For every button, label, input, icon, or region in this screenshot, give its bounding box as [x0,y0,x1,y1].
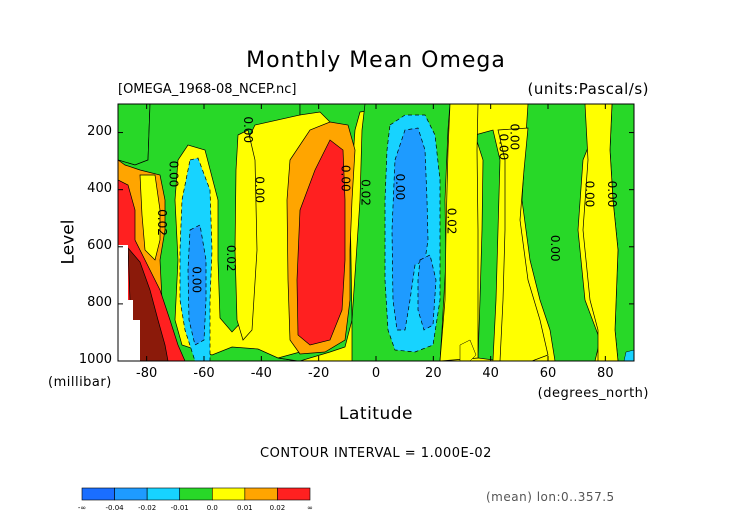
colorbar-swatch [146,487,181,501]
x-tick-label: -80 [136,366,158,381]
colorbar-swatch [179,487,213,501]
colorbar-swatch [244,487,278,501]
contour-label: 0.00 [393,173,407,200]
x-tick-label: 40 [482,366,499,381]
colorbar-label: ∞ [307,504,313,512]
y-tick-label: 200 [87,123,112,139]
x-tick-label: -40 [250,366,272,381]
contour-label: 0.02 [224,245,238,272]
dataset-filename: [OMEGA_1968-08_NCEP.nc] [118,82,297,97]
y-tick-label: 1000 [78,352,112,367]
contour-label: 0.00 [241,116,255,143]
negative-south-polar [187,224,207,346]
axis-ticks [118,104,634,362]
x-axis-label: Latitude [339,404,413,424]
weak-positive-south-polar-inner [234,129,258,341]
colorbar-label: 0.01 [237,504,253,512]
contour-label: 0.00 [339,165,353,192]
near-zero-band-north-midlat [474,129,501,361]
weak-positive-surface-patch [459,339,477,361]
near-zero-band-south-pole [118,104,151,166]
y-tick-label: 400 [87,180,112,196]
negative-tropics-lower [417,254,437,331]
chart-title: Monthly Mean Omega [246,48,506,73]
antarctic-surface-mask [118,245,140,361]
contour-label: 0.02 [155,209,169,236]
weak-positive-equator-strip [439,104,479,361]
contour-label: 0.00 [605,181,619,208]
weak-negative-north-pole-edge [623,349,634,361]
colorbar-label: -∞ [78,504,86,512]
y-axis-units: (millibar) [48,375,112,390]
weak-positive-midlat-strip [497,127,549,361]
contour-label: 0.00 [582,181,596,208]
contour-label: 0.00 [508,123,522,150]
x-tick-label: 0 [371,366,381,381]
contour-label: 0.00 [167,161,181,188]
contour-label: 0.02 [445,208,459,235]
colorbar-swatch [277,487,311,501]
weak-positive-south-polar-inner-strip [139,174,161,261]
contour-label-layer: 0.000.020.000.020.00 0.000.02 0.000.020.00… [155,116,619,293]
colorbar: -∞ -0.04 -0.02 -0.01 0.0 0.01 0.02 ∞ [78,487,313,512]
y-tick-label: 600 [87,237,112,253]
strong-positive-south-subtropics [296,139,346,346]
colorbar-label: -0.04 [106,504,125,512]
colorbar-label: 0.0 [207,504,218,512]
colorbar-label: -0.02 [138,504,156,512]
contour-field [118,104,634,361]
x-axis-units: (degrees_north) [537,386,649,401]
contour-label: 0.00 [548,235,562,262]
x-tick-label: -20 [308,366,330,381]
weak-positive-north-arctic [582,104,619,361]
colorbar-swatch [81,487,115,501]
x-tick-label: -60 [193,366,215,381]
contour-label: 0.00 [190,266,204,293]
colorbar-swatch [114,487,148,501]
contour-label: 0.00 [253,176,267,203]
contour-label: 0.00 [496,133,510,160]
x-tick-label: 20 [425,366,442,381]
colorbar-label: 0.02 [270,504,286,512]
x-tick-label: 80 [597,366,614,381]
contour-label: 0.02 [359,179,373,206]
colorbar-swatch [211,487,246,501]
mean-longitude-note: (mean) lon:0..357.5 [486,490,615,504]
units-label: (units:Pascal/s) [527,80,649,98]
y-tick-label: 800 [87,294,112,310]
colorbar-label: -0.01 [171,504,189,512]
contour-interval-note: CONTOUR INTERVAL = 1.000E-02 [260,446,492,461]
x-tick-label: 60 [539,366,557,381]
